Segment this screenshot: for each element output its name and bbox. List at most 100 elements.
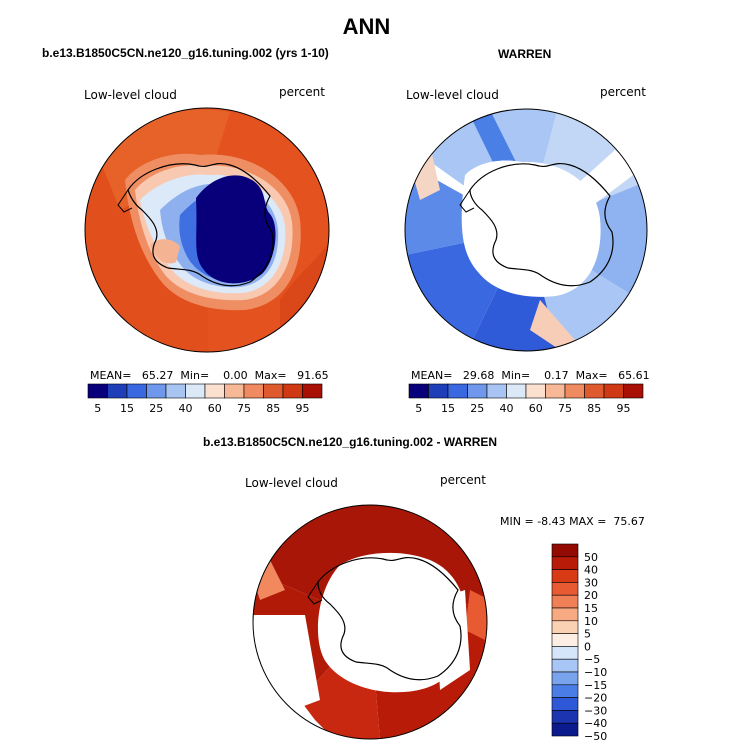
panel3-max-value: 75.67 bbox=[613, 515, 645, 528]
colorbar-swatch bbox=[302, 383, 323, 399]
panel1-stats: MEAN= 65.27 Min= 0.00 Max= 91.65 bbox=[90, 369, 329, 382]
colorbar-swatch bbox=[146, 383, 167, 399]
colorbar-tick-label: 75 bbox=[237, 402, 251, 415]
colorbar1: 5 15 25 40 60 75 85 95 bbox=[87, 383, 323, 415]
colorbar-tick-label: 0 bbox=[584, 640, 591, 653]
panel1-variable-label: Low-level cloud bbox=[84, 88, 177, 102]
panel3-units-label: percent bbox=[440, 473, 486, 487]
map3 bbox=[252, 504, 488, 740]
map1-antarctica-coastline bbox=[127, 162, 274, 287]
colorbar-tick-label: 95 bbox=[617, 402, 631, 415]
panel2-min-label: Min= bbox=[501, 369, 531, 382]
colorbar-swatch bbox=[551, 543, 579, 558]
colorbar-tick-label: 5 bbox=[584, 628, 591, 641]
colorbar-swatch bbox=[204, 383, 225, 399]
colorbar-swatch bbox=[486, 383, 507, 399]
colorbar-swatch bbox=[603, 383, 624, 399]
colorbar-swatch bbox=[551, 722, 579, 737]
figure-title: ANN bbox=[342, 14, 391, 39]
colorbar-swatch bbox=[551, 556, 579, 570]
colorbar-swatch bbox=[564, 383, 585, 399]
map2-boundary bbox=[404, 108, 648, 352]
colorbar-swatch bbox=[165, 383, 186, 399]
colorbar-tick-label: 60 bbox=[529, 402, 543, 415]
colorbar-tick-label: 40 bbox=[584, 564, 598, 577]
colorbar-swatch bbox=[584, 383, 605, 399]
colorbar-tick-label: −40 bbox=[584, 717, 607, 730]
panel1-min-label: Min= bbox=[180, 369, 210, 382]
colorbar-tick-label: −20 bbox=[584, 692, 607, 705]
colorbar-tick-label: 15 bbox=[120, 402, 134, 415]
colorbar-swatch bbox=[506, 383, 527, 399]
colorbar-swatch bbox=[551, 671, 579, 686]
colorbar-swatch bbox=[224, 383, 245, 399]
panel2-title: WARREN bbox=[498, 47, 552, 61]
colorbar-swatch bbox=[408, 383, 429, 399]
map3-antarctica-coastline bbox=[317, 556, 462, 681]
panel3-variable-label: Low-level cloud bbox=[245, 476, 338, 490]
colorbar-swatch bbox=[623, 383, 644, 399]
colorbar-swatch bbox=[551, 607, 579, 622]
colorbar-tick-label: −10 bbox=[584, 666, 607, 679]
panel1-mean-label: MEAN= bbox=[90, 369, 132, 382]
colorbar-tick-label: 85 bbox=[266, 402, 280, 415]
colorbar-tick-label: −30 bbox=[584, 704, 607, 717]
colorbar-tick-label: 30 bbox=[584, 576, 598, 589]
panel1-min-value: 0.00 bbox=[223, 369, 248, 382]
colorbar-tick-label: 85 bbox=[587, 402, 601, 415]
colorbar-tick-label: 95 bbox=[296, 402, 310, 415]
map3-boundary bbox=[252, 504, 488, 740]
colorbar-tick-label: 15 bbox=[441, 402, 455, 415]
colorbar-tick-label: −15 bbox=[584, 679, 607, 692]
colorbar-swatch bbox=[551, 633, 579, 647]
panel2-units-label: percent bbox=[600, 85, 646, 99]
colorbar-swatch bbox=[525, 383, 546, 399]
panel3-min-value: -8.43 bbox=[537, 515, 566, 528]
panel2-mean-value: 29.68 bbox=[462, 369, 495, 382]
colorbar-tick-label: 75 bbox=[558, 402, 572, 415]
panel1-title: b.e13.B1850C5CN.ne120_g16.tuning.002 (yr… bbox=[42, 46, 329, 60]
panel2-mean-label: MEAN= bbox=[411, 369, 453, 382]
colorbar-swatch bbox=[551, 684, 579, 698]
map2-no-data-region bbox=[461, 160, 601, 297]
colorbar-swatch bbox=[243, 383, 264, 399]
panel2-variable-label: Low-level cloud bbox=[406, 88, 499, 102]
map1 bbox=[84, 107, 330, 353]
panel3-min-label: MIN = bbox=[500, 515, 534, 528]
colorbar-tick-label: −5 bbox=[584, 653, 600, 666]
colorbar-tick-label: 25 bbox=[470, 402, 484, 415]
colorbar-swatch bbox=[551, 710, 579, 724]
map1-boundary bbox=[84, 107, 330, 353]
colorbar-swatch bbox=[551, 697, 579, 711]
map2 bbox=[404, 108, 648, 352]
colorbar-swatch bbox=[107, 383, 128, 399]
colorbar-tick-label: 15 bbox=[584, 602, 598, 615]
colorbar-tick-label: 5 bbox=[94, 402, 101, 415]
colorbar-swatch bbox=[545, 383, 566, 399]
colorbar-swatch bbox=[447, 383, 468, 399]
colorbar-tick-label: 20 bbox=[584, 589, 598, 602]
colorbar-swatch bbox=[87, 383, 108, 399]
colorbar-tick-label: 40 bbox=[179, 402, 193, 415]
colorbar-swatch bbox=[551, 594, 579, 609]
map2-peninsula bbox=[459, 189, 475, 213]
panel1-mean-value: 65.27 bbox=[141, 369, 174, 382]
panel2-stats: MEAN= 29.68 Min= 0.17 Max= 65.61 bbox=[411, 369, 650, 382]
colorbar-swatch bbox=[551, 646, 579, 660]
panel2-min-value: 0.17 bbox=[544, 369, 569, 382]
map3-no-data-region bbox=[317, 552, 467, 693]
colorbar-tick-label: 5 bbox=[415, 402, 422, 415]
colorbar-tick-label: 50 bbox=[584, 551, 598, 564]
colorbar-swatch bbox=[126, 383, 147, 399]
panel3-stats: MIN = -8.43 MAX = 75.67 bbox=[500, 515, 645, 528]
panel3-max-label: MAX = bbox=[569, 515, 607, 528]
colorbar-swatch bbox=[428, 383, 449, 399]
map2-antarctica-coastline bbox=[469, 162, 614, 287]
map1-antarctic-interior bbox=[196, 175, 276, 284]
colorbar-tick-label: −50 bbox=[584, 730, 607, 743]
panel2-max-label: Max= bbox=[575, 369, 608, 382]
colorbar-swatch bbox=[263, 383, 284, 399]
colorbar-swatch bbox=[551, 569, 579, 583]
